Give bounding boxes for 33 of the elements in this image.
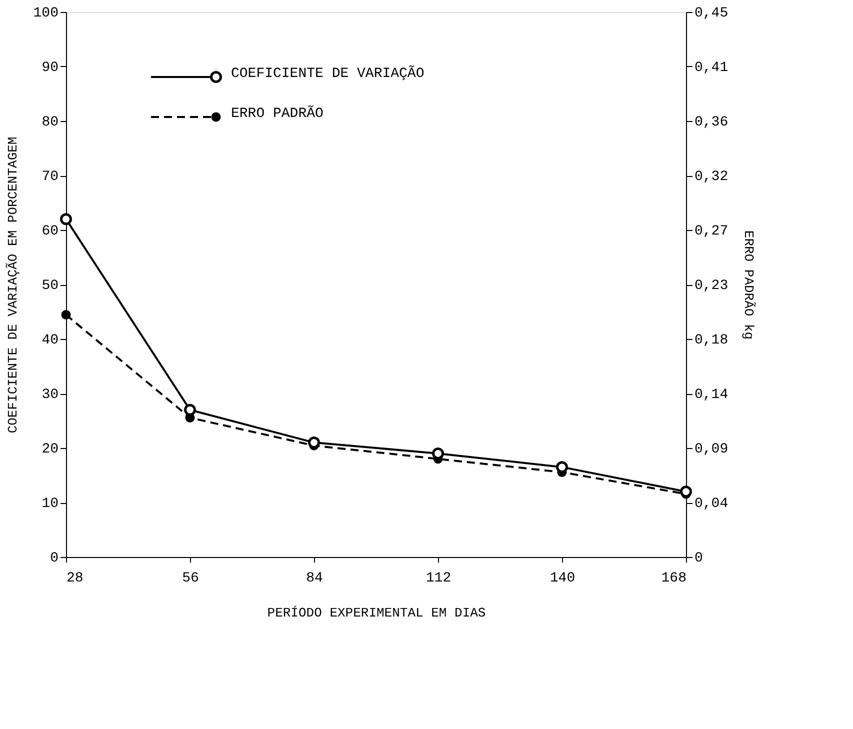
- y2-tick-label: 0,09: [694, 442, 728, 458]
- x-axis-title: PERÍODO EXPERIMENTAL EM DIAS: [267, 606, 486, 620]
- y-tick-label: 40: [42, 332, 58, 348]
- y2-tick-label: 0,36: [694, 114, 728, 130]
- y2-tick-label: 0,32: [694, 169, 728, 185]
- x-tick-label: 140: [550, 570, 576, 586]
- y2-axis-title: ERRO PADRÃO kg: [741, 230, 756, 340]
- x-tick-label: 56: [182, 570, 199, 586]
- x-tick-label: 168: [661, 570, 686, 586]
- y-tick-label: 20: [42, 442, 58, 458]
- y-tick-label: 10: [42, 496, 58, 512]
- y2-tick-label: 0,14: [694, 387, 728, 403]
- y-tick-label: 90: [42, 60, 58, 76]
- x-tick-label: 112: [426, 570, 452, 586]
- legend-label: COEFICIENTE DE VARIAÇÃO: [231, 65, 424, 82]
- y-tick-label: 0: [50, 550, 58, 566]
- legend-label: ERRO PADRÃO: [231, 105, 324, 122]
- x-tick-label: 28: [66, 570, 84, 586]
- y2-tick-label: 0,04: [694, 496, 728, 512]
- y-tick-label: 30: [42, 387, 58, 403]
- y-tick-label: 80: [42, 114, 58, 130]
- y-tick-label: 70: [42, 169, 58, 185]
- y2-tick-label: 0,18: [694, 332, 728, 348]
- y-tick-label: 60: [42, 224, 58, 240]
- y2-tick-label: 0,41: [694, 60, 728, 76]
- y2-tick-label: 0,45: [694, 6, 728, 22]
- x-tick-label: 84: [306, 570, 323, 586]
- y-tick-label: 100: [33, 6, 58, 22]
- y-axis-title: COEFICIENTE DE VARIAÇÃO EM PORCENTAGEM: [5, 136, 20, 434]
- y2-tick-label: 0,23: [694, 278, 728, 294]
- y2-tick-label: 0,27: [694, 224, 728, 240]
- y-tick-label: 50: [42, 278, 58, 294]
- y2-tick-label: 0: [694, 550, 703, 566]
